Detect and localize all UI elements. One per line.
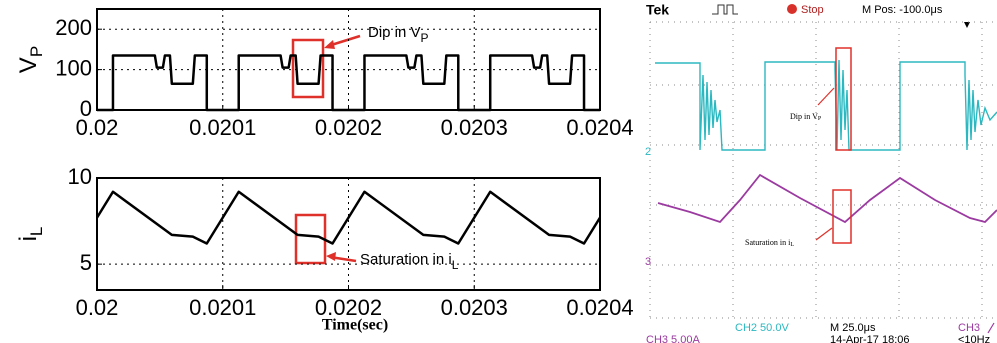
stop-icon (787, 4, 797, 14)
oscilloscope: Tek Stop M Pos: -100.0μs 2 3 Dip in VP S… (640, 0, 997, 343)
x-tick-label: 0.0204 (566, 115, 633, 140)
y-tick-label: 0 (80, 96, 92, 121)
scope-annotation: Saturation in iL (745, 238, 794, 249)
ch2-marker: 2 (645, 146, 651, 158)
x-tick-label: 0.0201 (189, 295, 256, 320)
scope-brand: Tek (646, 2, 669, 18)
scope-annotation: Dip in VP (790, 112, 822, 123)
frequency: <10Hz (958, 334, 990, 343)
x-tick-label: 0.0202 (315, 115, 382, 140)
timebase: M 25.0μs (830, 322, 876, 334)
y-axis-label-sub: P (27, 46, 46, 57)
ch3-scale: CH3 5.00A (646, 334, 700, 343)
y-axis-label-sub: L (27, 227, 46, 236)
scope-status: Stop (801, 4, 824, 16)
x-tick-label: 0.0204 (566, 295, 633, 320)
figure: Dip in VP Saturation in iL Time(sec) Tek… (0, 0, 997, 343)
y-axis-label: iL (15, 227, 46, 242)
page: Dip in VP Saturation in iL Time(sec) Tek… (0, 0, 997, 343)
timestamp: 14-Apr-17 18:06 (830, 334, 910, 343)
y-tick-label: 100 (55, 55, 92, 80)
x-tick-label: 0.0203 (441, 115, 508, 140)
ch2-scale: CH2 50.0V (735, 322, 789, 334)
y-axis-label-main: V (15, 57, 42, 73)
y-tick-label: 5 (80, 250, 92, 275)
x-tick-label: 0.0202 (315, 295, 382, 320)
annotation: Saturation in iL (360, 251, 459, 272)
y-axis-label: VP (15, 46, 46, 73)
x-tick-label: 0.0201 (189, 115, 256, 140)
x-tick-label: 0.0203 (441, 295, 508, 320)
scope-position: M Pos: -100.0μs (862, 4, 943, 16)
ch3-marker: 3 (645, 256, 651, 268)
arrow-head (326, 252, 336, 261)
x-tick-label: 0.02 (76, 295, 119, 320)
scope-background (640, 0, 997, 343)
arrow-head (324, 40, 335, 49)
annotation: Dip in VP (368, 24, 429, 45)
trigger-channel: CH3 (958, 322, 980, 334)
y-tick-label: 10 (68, 164, 92, 189)
y-tick-label: 200 (55, 15, 92, 40)
data-line (97, 192, 600, 244)
